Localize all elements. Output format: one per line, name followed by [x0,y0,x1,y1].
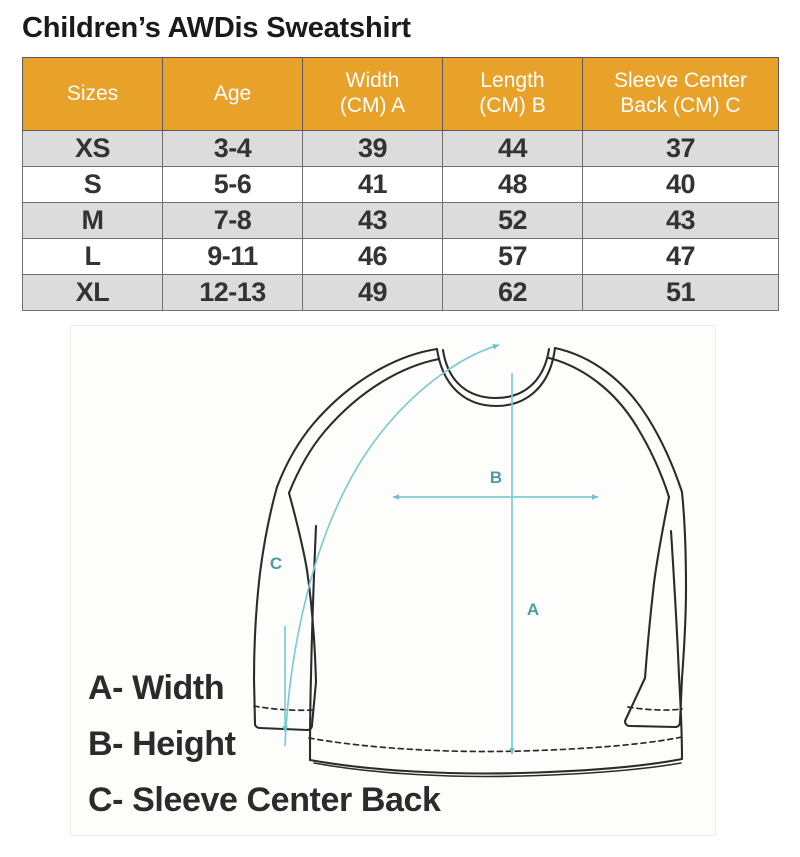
cell-size: M [22,202,163,239]
cell-width: 43 [302,202,443,239]
neckline-rib-line [435,346,557,408]
measurement-overlay [282,343,599,755]
table-row: L 9-11 46 57 47 [22,238,779,275]
column-header-sleeve-line2: Back (CM) C [620,94,741,117]
column-header-sleeve: Sleeve Center Back (CM) C [582,57,779,131]
measure-label-a: A [527,600,539,619]
cell-width: 49 [302,274,443,311]
left-armhole-seam-line [287,491,318,684]
table-row: XS 3-4 39 44 37 [22,130,779,167]
legend-item-b: B- Height [88,725,236,763]
table-row: S 5-6 41 48 40 [22,166,779,203]
cell-age: 3-4 [162,130,303,167]
left-cuff-rib-dashes [253,705,315,712]
column-header-age-line1: Age [213,81,252,105]
left-shoulder-top-line [275,347,439,489]
cell-size: S [22,166,163,203]
sweatshirt-diagram-svg: B A C [252,343,688,778]
cell-length: 44 [442,130,583,167]
cell-age: 12-13 [162,274,303,311]
measurement-legend: A- Width B- Height C- Sleeve Center Back [88,660,441,828]
hem-bottom-line [308,757,684,775]
column-header-sizes-line1: Sizes [66,81,119,105]
size-chart-table: Sizes Age Width (CM) A Length (CM) B Sle… [22,57,779,311]
legend-item-a: A- Width [88,669,225,707]
measurement-diagram-panel: B A C [70,325,716,836]
column-header-width-line1: Width [345,69,400,93]
left-sleeve-outer-line [252,485,279,681]
cell-width: 39 [302,130,443,167]
cell-size: L [22,238,163,275]
cell-sleeve: 40 [582,166,779,203]
column-header-sleeve-line1: Sleeve Center [613,69,748,93]
cell-length: 52 [442,202,583,239]
cell-age: 5-6 [162,166,303,203]
cell-sleeve: 43 [582,202,779,239]
right-shoulder-top-line [553,346,684,494]
left-sleeve-upper-inner-line [287,357,441,495]
table-row: XL 12-13 49 62 51 [22,274,779,311]
cell-sleeve: 37 [582,130,779,167]
cell-sleeve: 51 [582,274,779,311]
right-sleeve-upper-inner-line [547,356,671,499]
column-header-width-line2: (CM) A [339,94,406,117]
neckline-outer-line [441,347,551,400]
size-chart-table-container: Sizes Age Width (CM) A Length (CM) B Sle… [22,57,779,311]
column-header-width: Width (CM) A [302,57,443,131]
cell-width: 41 [302,166,443,203]
body-right-side-line [669,529,684,761]
hem-rib-dashes [308,736,683,753]
column-header-sizes: Sizes [22,57,163,131]
cell-sleeve: 47 [582,238,779,275]
cell-width: 46 [302,238,443,275]
column-header-length-line1: Length [480,69,545,93]
hem-edge-second-line [313,762,682,778]
column-header-length: Length (CM) B [442,57,583,131]
right-cuff-line [623,676,684,729]
cell-length: 62 [442,274,583,311]
cell-age: 7-8 [162,202,303,239]
right-armhole-seam-line [643,495,671,680]
cell-size: XL [22,274,163,311]
right-cuff-rib-dashes [627,706,683,711]
column-header-age: Age [162,57,303,131]
table-header-row: Sizes Age Width (CM) A Length (CM) B Sle… [22,57,779,131]
column-header-length-line2: (CM) B [479,94,546,117]
cell-age: 9-11 [162,238,303,275]
right-sleeve-outer-line [680,490,688,680]
page-title: Children’s AWDis Sweatshirt [22,12,411,44]
measure-c-curve [284,343,500,747]
cell-length: 57 [442,238,583,275]
legend-item-c: C- Sleeve Center Back [88,781,441,819]
measure-label-c: C [270,554,282,573]
measure-label-b: B [490,468,502,487]
table-row: M 7-8 43 52 43 [22,202,779,239]
cell-size: XS [22,130,163,167]
cell-length: 48 [442,166,583,203]
